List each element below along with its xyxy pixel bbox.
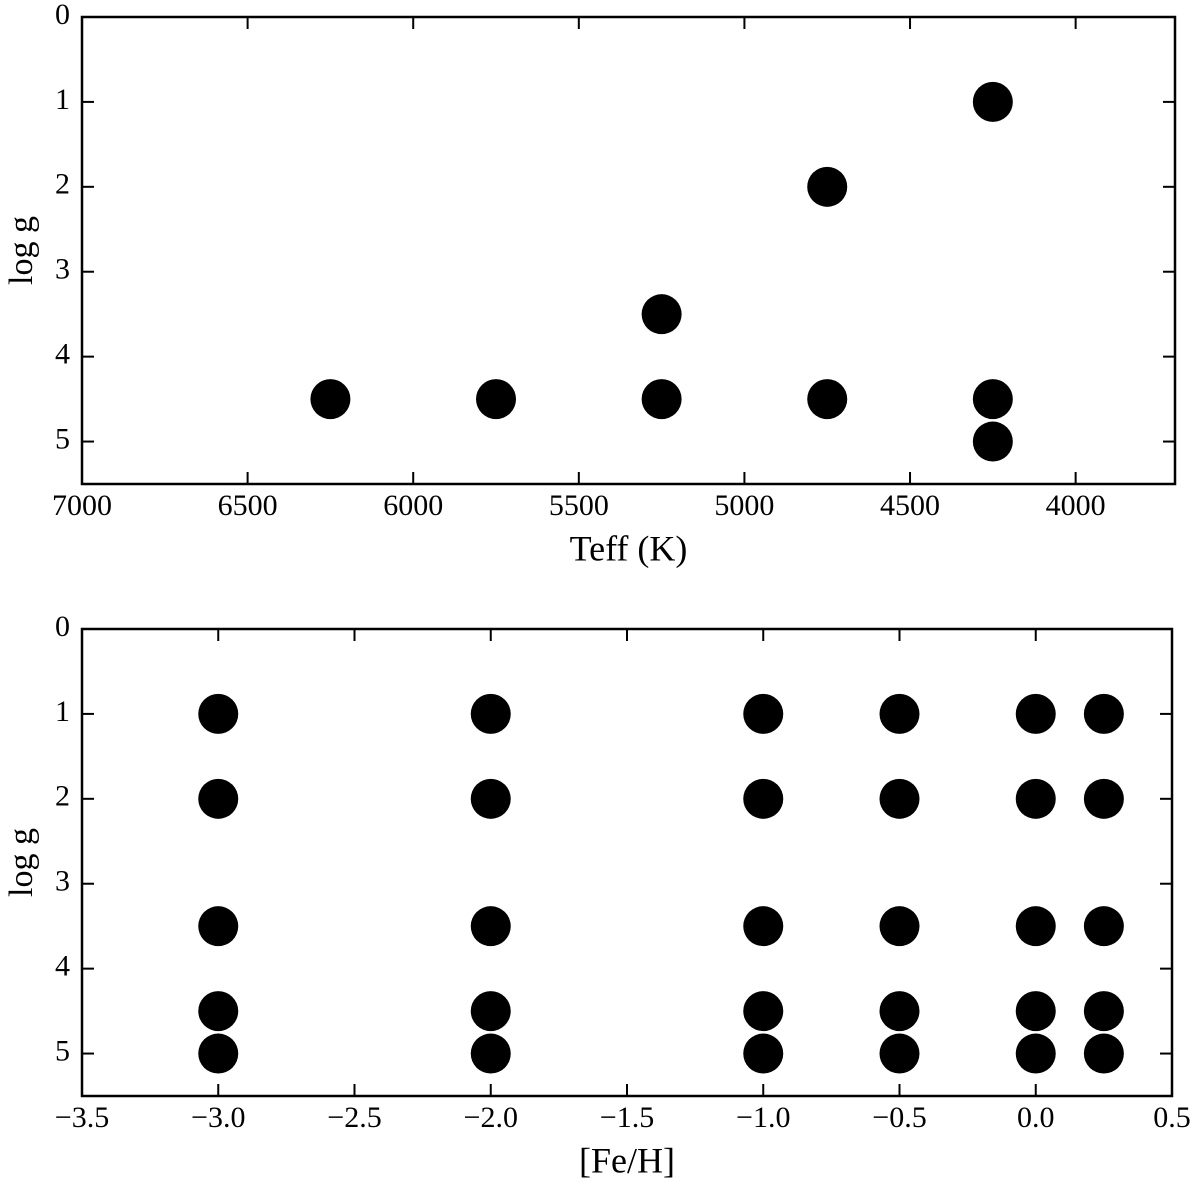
x-tick-label: −3.0 (191, 1101, 245, 1134)
point (972, 379, 1013, 420)
point (879, 991, 920, 1032)
point (972, 421, 1013, 462)
point (879, 693, 920, 734)
x-tick-label: 0.0 (1017, 1101, 1055, 1134)
x-tick-label: −1.5 (600, 1101, 654, 1134)
point (1083, 1033, 1124, 1074)
y-axis-label: log g (3, 828, 40, 897)
y-tick-label: 1 (55, 695, 70, 728)
point (1015, 991, 1056, 1032)
point (470, 1033, 511, 1074)
point (743, 991, 784, 1032)
point (807, 166, 848, 207)
point (470, 991, 511, 1032)
point (1015, 693, 1056, 734)
x-tick-label: −2.0 (464, 1101, 518, 1134)
x-tick-label: 5000 (714, 489, 774, 522)
point (198, 693, 239, 734)
point (198, 778, 239, 819)
point (470, 906, 511, 947)
y-axis-label: log g (3, 216, 40, 285)
y-tick-label: 2 (55, 168, 70, 201)
point (198, 906, 239, 947)
point (972, 81, 1013, 122)
point (743, 693, 784, 734)
point (743, 778, 784, 819)
point (1015, 778, 1056, 819)
y-tick-label: 1 (55, 83, 70, 116)
x-tick-label: 6500 (218, 489, 278, 522)
x-axis-label: Teff (K) (570, 528, 688, 568)
point (743, 906, 784, 947)
x-tick-label: −3.5 (55, 1101, 109, 1134)
x-tick-label: −1.0 (736, 1101, 790, 1134)
point (641, 379, 682, 420)
point (470, 693, 511, 734)
point (198, 991, 239, 1032)
x-tick-label: 6000 (383, 489, 443, 522)
y-tick-label: 0 (55, 0, 70, 31)
x-tick-label: 7000 (52, 489, 112, 522)
point (879, 1033, 920, 1074)
x-tick-label: −2.5 (327, 1101, 381, 1134)
y-tick-label: 2 (55, 780, 70, 813)
point (807, 379, 848, 420)
point (198, 1033, 239, 1074)
y-tick-label: 5 (55, 422, 70, 455)
point (470, 778, 511, 819)
x-tick-label: 5500 (549, 489, 609, 522)
point (641, 294, 682, 335)
point (743, 1033, 784, 1074)
x-tick-label: 0.5 (1153, 1101, 1191, 1134)
plot-frame (80, 15, 1177, 486)
y-tick-label: 5 (55, 1034, 70, 1067)
x-tick-label: −0.5 (872, 1101, 926, 1134)
y-tick-label: 0 (55, 610, 70, 643)
point (1083, 693, 1124, 734)
point (1015, 906, 1056, 947)
y-tick-label: 4 (55, 950, 70, 983)
y-tick-label: 4 (55, 338, 70, 371)
point (1083, 778, 1124, 819)
plot-frame (80, 627, 1174, 1098)
point (879, 906, 920, 947)
point (310, 379, 351, 420)
point (476, 379, 517, 420)
point (879, 778, 920, 819)
point (1015, 1033, 1056, 1074)
point (1083, 906, 1124, 947)
x-tick-label: 4000 (1046, 489, 1106, 522)
y-tick-label: 3 (55, 865, 70, 898)
y-tick-label: 3 (55, 253, 70, 286)
x-tick-label: 4500 (880, 489, 940, 522)
x-axis-label: [Fe/H] (579, 1140, 675, 1180)
point (1083, 991, 1124, 1032)
